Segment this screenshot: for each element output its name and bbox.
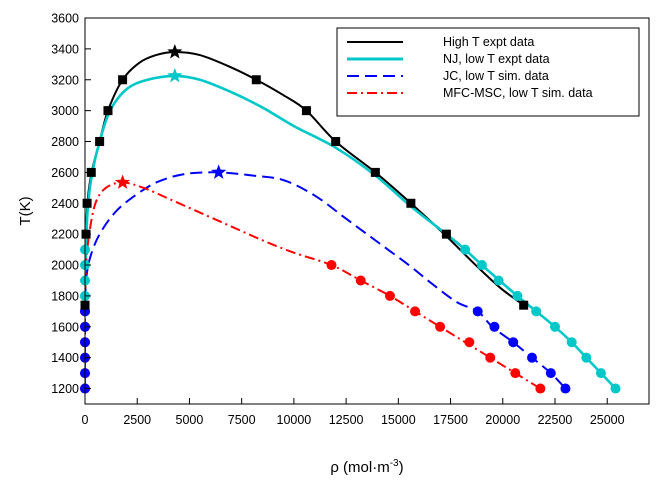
y-tick-label: 2800: [51, 135, 79, 149]
y-tick-label: 1400: [51, 351, 79, 365]
data-point-nj: [550, 321, 560, 332]
x-axis-label-exponent: -3: [390, 458, 399, 469]
data-point-high-t: [301, 106, 311, 116]
data-point-jc: [489, 321, 500, 332]
y-tick-label: 3600: [51, 12, 79, 26]
data-point-mfc-msc: [485, 352, 496, 363]
data-point-nj: [566, 337, 577, 348]
data-point-high-t: [370, 167, 380, 177]
data-point-mfc-msc: [464, 337, 475, 348]
y-tick-label: 1600: [51, 320, 79, 334]
data-point-nj: [460, 244, 471, 255]
data-point-high-t: [331, 137, 341, 147]
data-point-jc: [545, 368, 556, 379]
data-point-high-t: [86, 167, 96, 177]
x-tick-label: 25000: [590, 413, 625, 427]
legend-label-high-t: High T expt data: [443, 35, 534, 49]
data-point-nj: [531, 306, 542, 317]
y-tick-label: 2600: [51, 166, 79, 180]
data-point-mfc-msc: [435, 321, 446, 332]
critical-point-star-jc: [211, 164, 227, 179]
x-tick-label: 0: [82, 413, 89, 427]
data-point-high-t: [103, 106, 113, 116]
data-point-high-t: [441, 229, 451, 239]
data-point-mfc-msc: [410, 306, 421, 317]
data-point-mfc-msc: [326, 260, 337, 271]
plot-frame: [84, 17, 650, 405]
y-tick-label: 3400: [51, 42, 79, 56]
critical-point-star-nj: [167, 67, 183, 83]
legend-label-mfc-msc: MFC-MSC, low T sim. data: [443, 86, 593, 100]
data-point-nj: [512, 290, 523, 301]
data-point-jc: [472, 306, 483, 317]
x-tick-label: 2500: [123, 413, 151, 427]
data-point-high-t: [118, 75, 128, 85]
data-point-nj: [493, 275, 504, 286]
critical-point-star-high-t: [167, 43, 183, 59]
data-point-high-t: [251, 75, 261, 85]
x-axis-label-main: ρ (mol·m: [330, 459, 389, 476]
data-point-nj: [595, 368, 606, 379]
x-tick-label: 22500: [538, 413, 573, 427]
x-tick-label: 12500: [329, 413, 364, 427]
data-point-jc: [560, 383, 571, 394]
x-tick-label: 7500: [228, 413, 256, 427]
y-tick-label: 3200: [51, 73, 79, 87]
x-tick-label: 17500: [433, 413, 468, 427]
legend-label-nj: NJ, low T expt data: [443, 52, 550, 66]
data-point-high-t: [95, 137, 105, 147]
data-point-mfc-msc: [384, 290, 395, 301]
data-point-jc: [508, 337, 519, 348]
data-point-mfc-msc: [355, 275, 366, 286]
x-tick-label: 5000: [176, 413, 204, 427]
y-tick-label: 3000: [51, 104, 79, 118]
data-point-jc: [527, 352, 538, 363]
y-axis-label: T(K): [17, 196, 34, 225]
legend-label-jc: JC, low T sim. data: [443, 69, 549, 83]
x-tick-label: 20000: [485, 413, 520, 427]
data-point-mfc-msc: [510, 368, 521, 379]
data-point-nj: [476, 260, 487, 271]
data-point-high-t: [406, 198, 416, 208]
data-point-high-t: [519, 300, 529, 310]
y-tick-label: 1800: [51, 289, 79, 303]
y-tick-label: 2200: [51, 228, 79, 242]
data-point-mfc-msc: [535, 383, 546, 394]
critical-point-star-mfc-msc: [114, 174, 131, 189]
x-tick-label: 15000: [381, 413, 416, 427]
y-tick-label: 1200: [51, 382, 79, 396]
x-tick-label: 10000: [277, 413, 312, 427]
legend: High T expt data NJ, low T expt data JC,…: [336, 27, 640, 117]
y-tick-label: 2400: [51, 197, 79, 211]
x-axis-label: ρ (mol·m-3): [330, 458, 403, 476]
series-line-nj: [85, 74, 617, 390]
data-point-nj: [610, 383, 621, 394]
data-point-nj: [581, 352, 592, 363]
y-tick-label: 2000: [51, 259, 79, 273]
x-axis-label-close: ): [399, 459, 404, 476]
series-line-mfc-msc: [85, 181, 541, 390]
